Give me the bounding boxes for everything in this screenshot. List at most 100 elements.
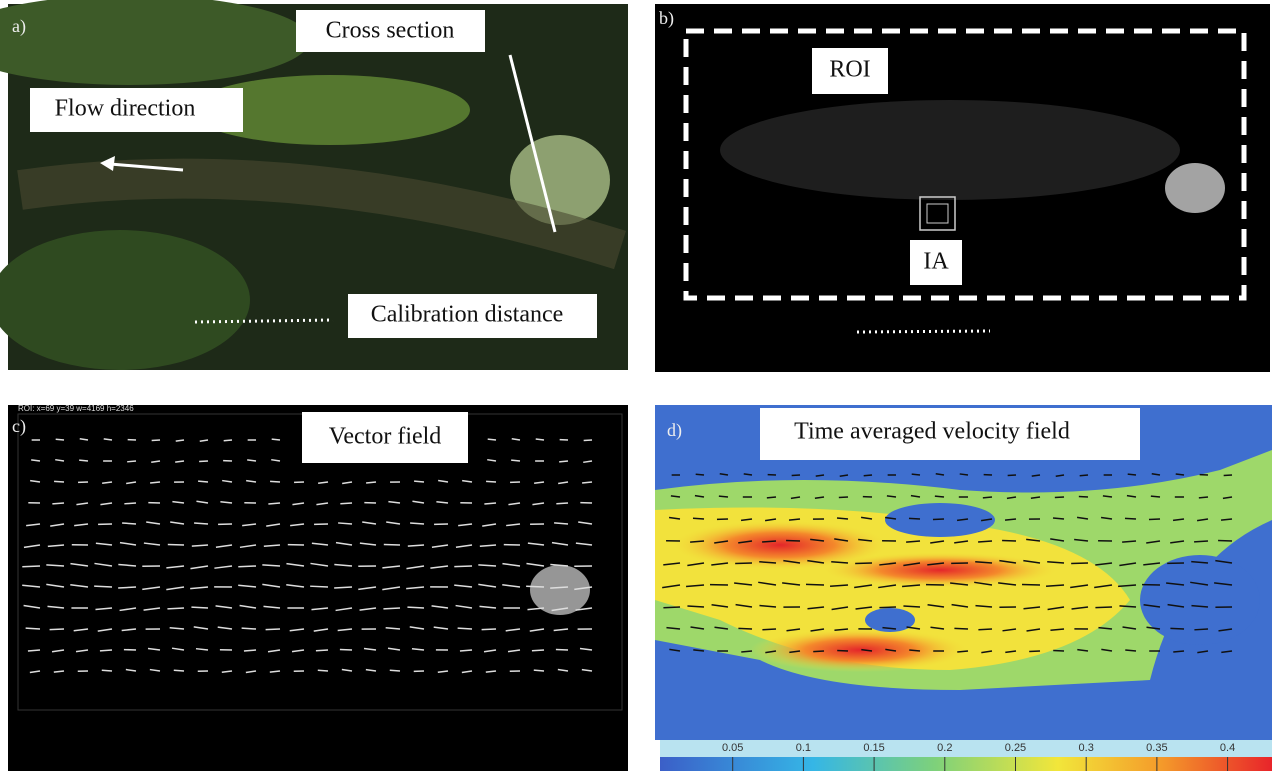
vector-arrow bbox=[193, 626, 209, 630]
vector-arrow bbox=[388, 500, 401, 504]
vector-arrow bbox=[365, 668, 377, 672]
vector-arrow bbox=[978, 628, 993, 631]
annotation: IA bbox=[923, 249, 949, 275]
vector-arrow bbox=[1002, 628, 1017, 632]
label-box bbox=[760, 408, 1140, 460]
vector-arrow bbox=[55, 458, 65, 462]
annotation: Time averaged velocity field bbox=[794, 419, 1070, 445]
velocity-region bbox=[820, 552, 1060, 588]
vector-arrow bbox=[810, 538, 825, 542]
vector-arrow bbox=[169, 626, 185, 630]
vector-arrow bbox=[1167, 603, 1185, 608]
cross-section-line bbox=[508, 54, 557, 233]
panel-d: Time averaged velocity field d) 0.05 0.1 0… bbox=[655, 405, 1272, 771]
vector-arrow bbox=[214, 565, 233, 569]
vector-arrow bbox=[1045, 584, 1065, 588]
vector-arrow bbox=[262, 564, 281, 567]
vector-arrow bbox=[1191, 604, 1209, 608]
vector-arrow bbox=[1006, 496, 1017, 500]
vector-arrow bbox=[1100, 516, 1113, 520]
vector-arrow bbox=[884, 516, 897, 520]
vector-arrow bbox=[583, 460, 593, 464]
vector-arrow bbox=[239, 544, 257, 549]
vector-arrow bbox=[1170, 627, 1185, 630]
vector-arrow bbox=[341, 668, 353, 672]
vector-arrow bbox=[485, 670, 497, 673]
vector-arrow bbox=[46, 564, 65, 567]
vector-arrow bbox=[30, 479, 41, 483]
vector-arrow bbox=[1218, 539, 1233, 542]
vector-arrow bbox=[502, 562, 521, 567]
vector-arrow bbox=[146, 521, 161, 525]
vector-arrow bbox=[407, 606, 425, 609]
vector-arrow bbox=[1026, 538, 1041, 542]
vector-arrow bbox=[975, 604, 993, 608]
vector-arrow bbox=[22, 584, 41, 588]
vector-arrow bbox=[166, 565, 185, 569]
colorbar-tick-label: 0.05 bbox=[722, 742, 743, 754]
vector-arrow bbox=[1151, 473, 1161, 476]
vector-arrow bbox=[551, 607, 569, 612]
vector-arrow bbox=[127, 460, 137, 463]
vector-arrow bbox=[790, 496, 801, 500]
vector-arrow bbox=[975, 560, 993, 564]
vector-arrow bbox=[693, 649, 705, 652]
vector-arrow bbox=[687, 605, 705, 608]
vector-arrow bbox=[46, 583, 65, 588]
vector-arrow bbox=[910, 494, 921, 498]
vector-arrow bbox=[382, 586, 401, 591]
vector-arrow bbox=[386, 521, 401, 525]
vector-arrow bbox=[310, 585, 329, 588]
vector-arrow bbox=[837, 649, 849, 652]
vector-arrow bbox=[406, 565, 425, 570]
vector-arrow bbox=[263, 544, 281, 548]
vector-arrow bbox=[829, 584, 849, 587]
vector-arrow bbox=[97, 628, 113, 632]
vector-arrow bbox=[122, 522, 137, 525]
vector-arrow bbox=[195, 647, 209, 651]
vector-arrow bbox=[143, 542, 161, 546]
vector-arrow bbox=[1172, 518, 1185, 522]
panel-b: ROI IA b) bbox=[655, 4, 1270, 372]
vector-arrow bbox=[878, 584, 897, 589]
vector-arrow bbox=[1146, 626, 1161, 630]
vector-arrow bbox=[335, 607, 353, 612]
vector-arrow bbox=[786, 628, 801, 632]
vector-arrow bbox=[47, 544, 65, 548]
velocity-region bbox=[865, 608, 915, 632]
vector-arrow bbox=[462, 479, 473, 483]
colorbar-tick-label: 0.3 bbox=[1079, 742, 1094, 754]
vector-arrow bbox=[1095, 606, 1113, 609]
vector-arrow bbox=[311, 542, 329, 546]
calibration-line bbox=[194, 318, 334, 324]
colorbar-label-strip bbox=[660, 740, 1272, 757]
vector-arrow bbox=[959, 473, 969, 476]
vector-arrow bbox=[414, 480, 425, 483]
vector-arrow bbox=[478, 583, 497, 588]
vector-arrow bbox=[150, 481, 161, 484]
vector-arrow bbox=[765, 650, 777, 654]
vector-arrow bbox=[861, 648, 873, 652]
vector-arrow bbox=[766, 496, 777, 499]
vector-arrow bbox=[1055, 474, 1065, 477]
vector-arrow bbox=[479, 605, 497, 609]
vector-arrow bbox=[690, 540, 705, 543]
vector-arrow bbox=[292, 502, 305, 506]
vector-arrow bbox=[669, 648, 681, 652]
vector-arrow bbox=[557, 668, 569, 672]
vector-arrow bbox=[335, 541, 353, 546]
vector-arrow bbox=[579, 647, 593, 651]
vector-arrow bbox=[511, 438, 521, 441]
vector-arrow bbox=[815, 474, 825, 477]
vector-arrow bbox=[511, 459, 521, 462]
vector-arrow bbox=[1052, 517, 1065, 520]
vector-arrow bbox=[215, 605, 233, 609]
vector-arrow bbox=[22, 565, 41, 568]
vector-arrow bbox=[1194, 628, 1209, 631]
vector-arrow bbox=[1125, 649, 1137, 652]
vector-arrow bbox=[764, 518, 777, 522]
vector-arrow bbox=[1221, 650, 1233, 654]
vector-arrow bbox=[1170, 540, 1185, 544]
vegetation bbox=[0, 230, 250, 370]
